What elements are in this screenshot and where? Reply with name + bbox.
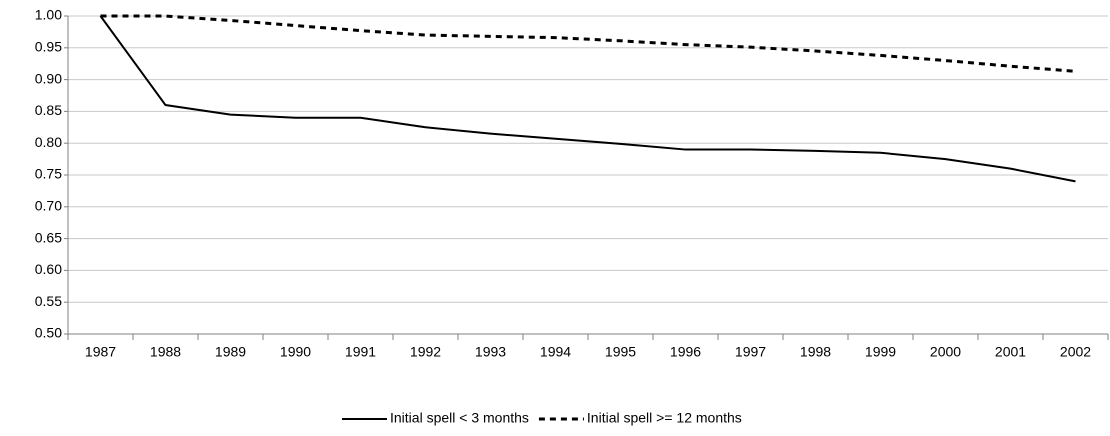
y-tick-label: 0.95: [35, 39, 62, 55]
y-tick-label: 0.60: [35, 261, 62, 277]
legend-label: Initial spell >= 12 months: [587, 410, 742, 426]
x-tick-label: 1995: [605, 344, 636, 360]
x-tick-label: 1989: [215, 344, 246, 360]
x-tick-label: 2001: [995, 344, 1026, 360]
x-tick-label: 1997: [735, 344, 766, 360]
x-tick-label: 2000: [930, 344, 961, 360]
y-tick-label: 0.55: [35, 293, 62, 309]
y-tick-label: 1.00: [35, 7, 62, 23]
y-tick-label: 0.65: [35, 229, 62, 245]
y-tick-label: 0.70: [35, 198, 62, 214]
x-tick-label: 1998: [800, 344, 831, 360]
x-tick-label: 1988: [150, 344, 181, 360]
y-tick-label: 0.85: [35, 102, 62, 118]
x-tick-label: 1992: [410, 344, 441, 360]
x-tick-label: 2002: [1060, 344, 1091, 360]
y-tick-label: 0.50: [35, 325, 62, 341]
y-tick-label: 0.80: [35, 134, 62, 150]
x-tick-label: 1993: [475, 344, 506, 360]
x-tick-label: 1996: [670, 344, 701, 360]
x-tick-label: 1987: [85, 344, 116, 360]
legend-label: Initial spell < 3 months: [390, 410, 529, 426]
x-tick-label: 1994: [540, 344, 571, 360]
x-tick-label: 1991: [345, 344, 376, 360]
series-line: [100, 14, 1076, 73]
y-tick-label: 0.90: [35, 70, 62, 86]
series-line: [99, 15, 1076, 183]
x-tick-label: 1990: [280, 344, 311, 360]
x-tick-label: 1999: [865, 344, 896, 360]
y-tick-label: 0.75: [35, 166, 62, 182]
